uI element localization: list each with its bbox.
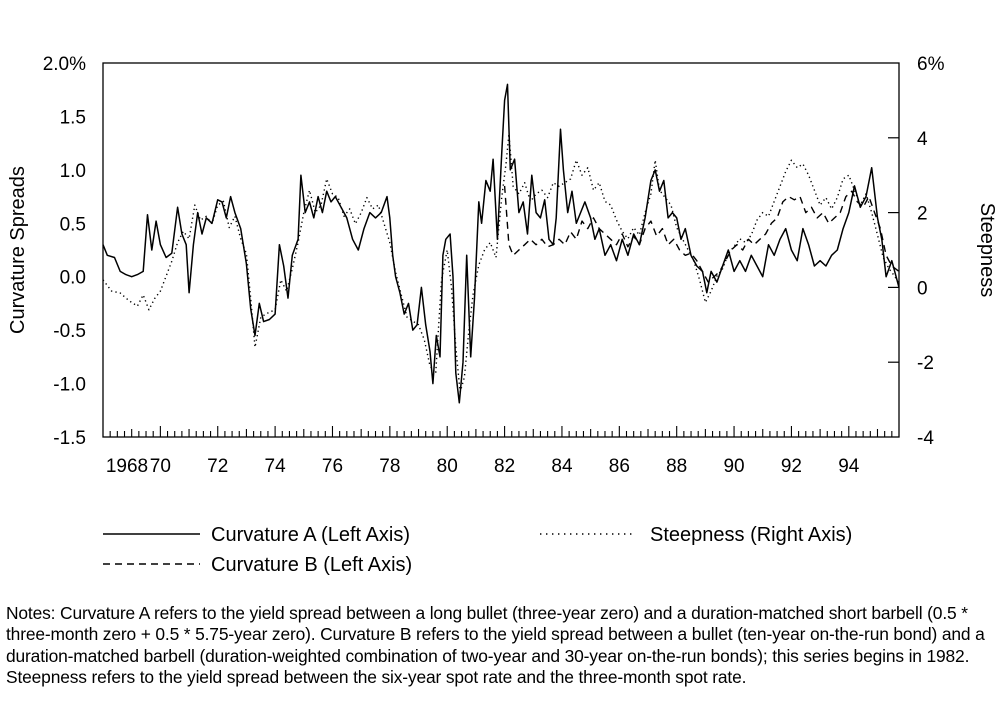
left-tick-label: -1.5 (53, 428, 86, 449)
x-tick-label: 82 (494, 456, 515, 477)
left-tick-label: 0.5 (60, 214, 86, 235)
left-tick-label: 2.0% (43, 54, 86, 75)
x-tick-label: 1968 (106, 456, 148, 477)
x-tick-label: 94 (838, 456, 860, 477)
left-axis-title: Curvature Spreads (7, 166, 29, 334)
left-tick-label: 0.0 (60, 268, 86, 289)
right-tick-label: 4 (917, 129, 928, 150)
left-tick-label: 1.0 (60, 161, 86, 182)
series-line-1 (503, 185, 900, 283)
x-tick-label: 70 (150, 456, 171, 477)
legend: Curvature A (Left Axis) Curvature B (Lef… (103, 524, 852, 576)
legend-label-curvature-a: Curvature A (Left Axis) (211, 524, 410, 546)
axis-tick-labels: 2.0% 1.5 1.0 0.5 0.0 -0.5 -1.0 -1.5 6% 4 2 0 -2 -4 196… (43, 54, 945, 477)
x-tick-label: 86 (609, 456, 630, 477)
series-layer (102, 83, 900, 404)
right-tick-label: 0 (917, 278, 928, 299)
x-tick-label: 88 (666, 456, 687, 477)
axis-ticks (109, 137, 899, 437)
right-tick-label: 2 (917, 204, 928, 225)
x-tick-label: 90 (723, 456, 744, 477)
right-tick-label: -2 (917, 353, 934, 374)
plot-frame (102, 62, 900, 438)
x-tick-label: 80 (437, 456, 458, 477)
x-tick-label: 78 (379, 456, 400, 477)
legend-label-steepness: Steepness (Right Axis) (650, 524, 852, 546)
right-axis-title: Steepness (976, 203, 998, 298)
x-tick-label: 84 (551, 456, 573, 477)
chart-notes: Notes: Curvature A refers to the yield s… (6, 603, 985, 687)
left-tick-label: -0.5 (53, 321, 86, 342)
chart: 2.0% 1.5 1.0 0.5 0.0 -0.5 -1.0 -1.5 6% 4 2 0 -2 -4 196… (7, 54, 998, 576)
left-tick-label: 1.5 (60, 107, 86, 128)
x-tick-label: 76 (322, 456, 343, 477)
legend-label-curvature-b: Curvature B (Left Axis) (211, 554, 412, 576)
left-tick-label: -1.0 (53, 375, 86, 396)
x-tick-label: 92 (781, 456, 802, 477)
series-line-0 (102, 83, 900, 404)
right-tick-label: 6% (917, 54, 945, 75)
x-tick-label: 72 (207, 456, 228, 477)
right-tick-label: -4 (917, 428, 934, 449)
x-tick-label: 74 (265, 456, 287, 477)
series-line-2 (102, 133, 900, 393)
